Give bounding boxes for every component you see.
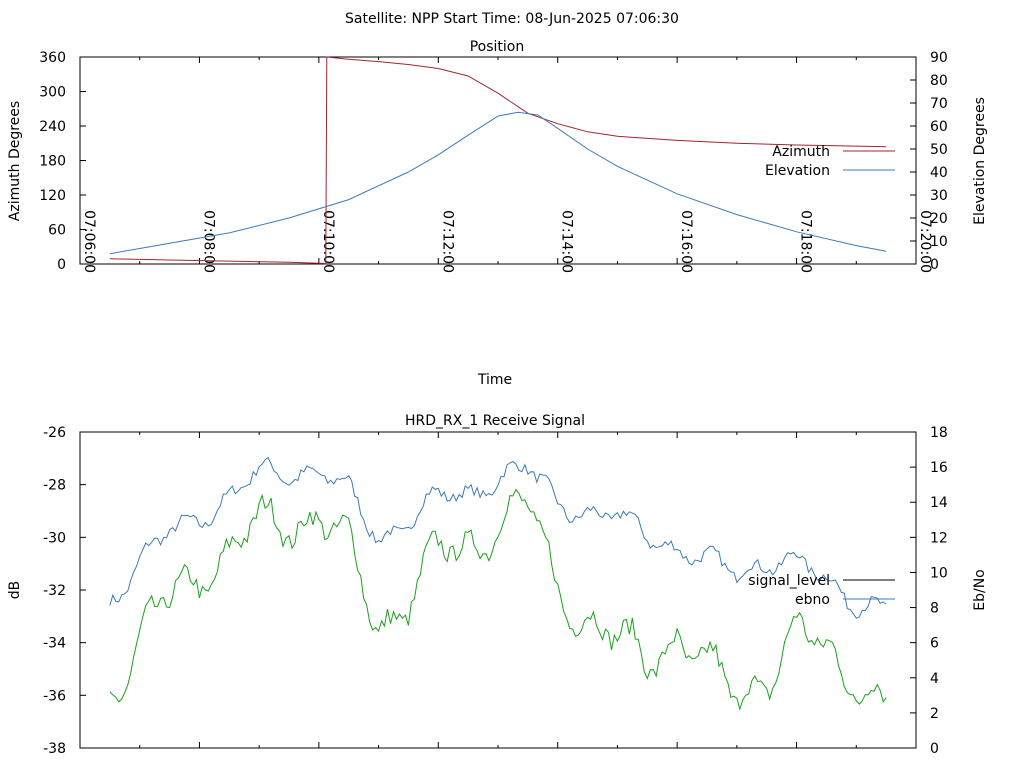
y2-tick-label-2: 2 xyxy=(930,706,939,722)
y2-tick-label-0: 0 xyxy=(930,257,939,273)
x-tick-label-07-12-00: 07:12:00 xyxy=(439,210,455,273)
position-legend: Azimuth Elevation xyxy=(765,144,895,179)
position-series-group xyxy=(109,56,887,265)
figure-title: Satellite: NPP Start Time: 08-Jun-2025 0… xyxy=(345,11,679,27)
signal-series-group xyxy=(109,456,887,711)
x-tick-label-07-06-00: 07:06:00 xyxy=(81,210,97,273)
position-ticks: 07:06:00 07:08:00 07:10:00 07:12:00 07:14:00… xyxy=(39,50,948,273)
y2-tick-label-8: 8 xyxy=(930,601,939,617)
y-tick-label--32: -32 xyxy=(43,583,66,599)
signal-title: HRD_RX_1 Receive Signal xyxy=(405,413,585,429)
x-tick-label-07-20-00: 07:20:00 xyxy=(917,210,933,273)
y2-tick-label-90: 90 xyxy=(930,50,948,66)
series-azimuth-line xyxy=(109,56,887,265)
x-tick-label-07-16-00: 07:16:00 xyxy=(678,210,694,273)
series-trace-2-line xyxy=(109,488,887,711)
y-tick-label-60: 60 xyxy=(48,223,66,239)
y-tick-label--38: -38 xyxy=(43,741,66,757)
x-tick-label-07-08-00: 07:08:00 xyxy=(200,210,216,273)
position-y2label: Elevation Degrees xyxy=(972,97,988,225)
y-tick-label--26: -26 xyxy=(43,425,66,441)
legend-label-azimuth: Azimuth xyxy=(772,144,830,160)
y2-tick-label-10: 10 xyxy=(930,234,948,250)
y-tick-label--28: -28 xyxy=(43,478,66,494)
legend-label-ebno: ebno xyxy=(795,592,830,608)
y-tick-label-360: 360 xyxy=(39,50,66,66)
y2-tick-label-6: 6 xyxy=(930,636,939,652)
y2-tick-label-30: 30 xyxy=(930,188,948,204)
signal-ylabel: dB xyxy=(7,581,23,600)
x-tick-label-07-18-00: 07:18:00 xyxy=(798,210,814,273)
position-plot: Position 07:06:00 07:08:00 07:10:00 07:12:0… xyxy=(7,39,988,388)
y2-tick-label-50: 50 xyxy=(930,142,948,158)
signal-ticks: -26 -28 -30 -32 -34 -36 -38 0 2 4 6 8 10 12 14 16 18 xyxy=(43,425,948,757)
y2-tick-label-16: 16 xyxy=(930,460,948,476)
y2-tick-label-12: 12 xyxy=(930,530,948,546)
signal-plot: HRD_RX_1 Receive Signal -26-28-30-32-34-… xyxy=(7,413,988,757)
y-tick-label-0: 0 xyxy=(57,257,66,273)
y2-tick-label-4: 4 xyxy=(930,671,939,687)
y-tick-label-240: 240 xyxy=(39,119,66,135)
x-tick-label-07-14-00: 07:14:00 xyxy=(559,210,575,273)
signal-y2label: Eb/No xyxy=(972,569,988,611)
y2-tick-label-18: 18 xyxy=(930,425,948,441)
series-elevation-line xyxy=(109,111,887,255)
legend-label-signal-level: signal_level xyxy=(748,573,830,589)
y-tick-label--34: -34 xyxy=(43,636,66,652)
y2-tick-label-80: 80 xyxy=(930,73,948,89)
y-tick-label--36: -36 xyxy=(43,688,66,704)
y-tick-label--30: -30 xyxy=(43,530,66,546)
y2-tick-label-20: 20 xyxy=(930,211,948,227)
position-title: Position xyxy=(470,39,525,55)
y2-tick-label-10: 10 xyxy=(930,565,948,581)
y2-tick-label-14: 14 xyxy=(930,495,948,511)
series-ebno-line xyxy=(109,456,887,619)
legend-label-elevation: Elevation xyxy=(765,163,830,179)
position-ylabel: Azimuth Degrees xyxy=(7,101,23,221)
y2-tick-label-0: 0 xyxy=(930,741,939,757)
y-tick-label-180: 180 xyxy=(39,154,66,170)
y2-tick-label-60: 60 xyxy=(930,119,948,135)
y2-tick-label-70: 70 xyxy=(930,96,948,112)
y2-tick-label-40: 40 xyxy=(930,165,948,181)
signal-legend: signal_level ebno xyxy=(748,573,895,608)
x-tick-label-07-10-00: 07:10:00 xyxy=(320,210,336,273)
y-tick-label-120: 120 xyxy=(39,188,66,204)
y-tick-label-300: 300 xyxy=(39,85,66,101)
position-xlabel: Time xyxy=(477,372,512,388)
